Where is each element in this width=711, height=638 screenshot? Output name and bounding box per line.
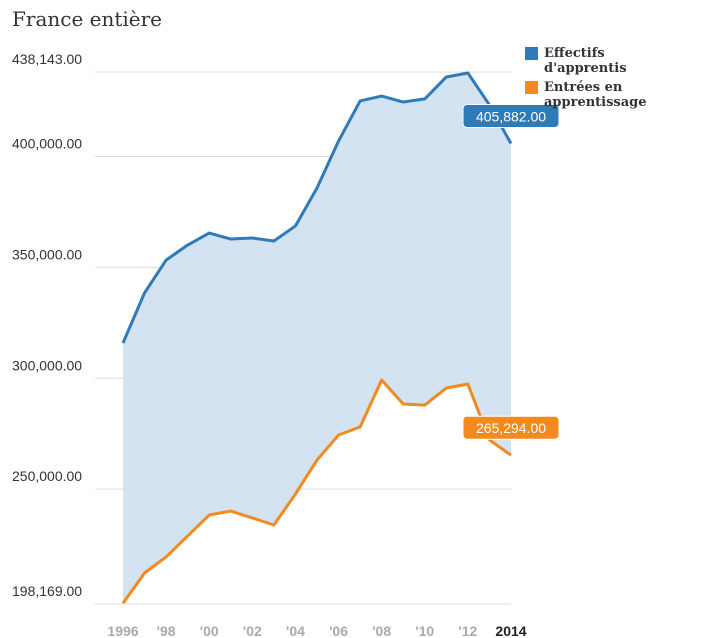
x-tick-label: '98	[157, 623, 176, 638]
y-tick-label: 250,000.00	[12, 468, 82, 484]
legend-item: Effectifs d'apprentis	[525, 46, 711, 76]
x-tick-label: 2014	[495, 623, 526, 638]
value-label-box	[462, 415, 560, 440]
x-tick-label: 1996	[107, 623, 138, 638]
value-label: 405,882.00	[462, 104, 560, 129]
x-tick-label: '12	[458, 623, 477, 638]
x-tick-label: '00	[200, 623, 219, 638]
y-tick-label: 198,169.00	[12, 583, 82, 599]
legend-label: Entrées en apprentissage	[544, 80, 647, 110]
x-tick-label: '08	[372, 623, 391, 638]
value-label-text: 265,294.00	[476, 420, 546, 436]
band-fill	[123, 72, 511, 604]
x-tick-label: '10	[415, 623, 434, 638]
x-tick-label: '02	[243, 623, 262, 638]
legend-label: Effectifs d'apprentis	[544, 46, 627, 76]
series-line	[121, 71, 513, 344]
y-tick-label: 400,000.00	[12, 136, 82, 152]
series-line	[121, 378, 512, 605]
y-tick-label: 350,000.00	[12, 246, 82, 262]
value-label-text: 405,882.00	[476, 109, 546, 125]
y-tick-label: 300,000.00	[12, 357, 82, 373]
legend-swatch	[525, 47, 538, 60]
legend: Effectifs d'apprentis Entrées en apprenti…	[525, 46, 711, 114]
legend-item: Entrées en apprentissage	[525, 80, 711, 110]
legend-swatch	[525, 81, 538, 94]
value-label: 265,294.00	[462, 415, 560, 440]
value-label-box	[462, 104, 560, 129]
x-tick-label: '04	[286, 623, 305, 638]
chart-title: France entière	[12, 7, 162, 31]
y-tick-label: 438,143.00	[12, 51, 82, 67]
x-tick-label: '06	[329, 623, 348, 638]
